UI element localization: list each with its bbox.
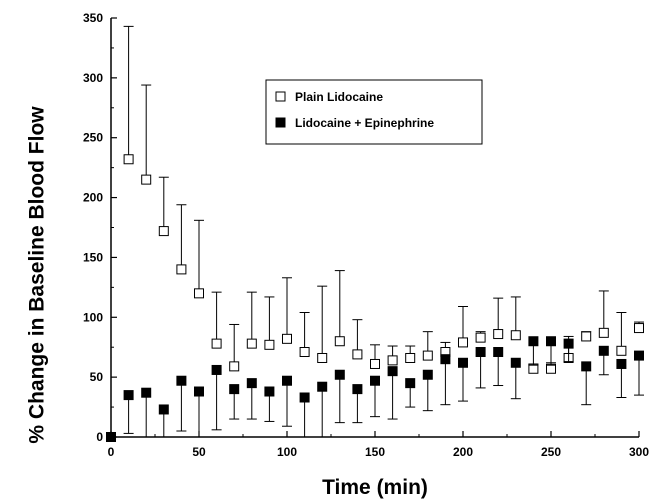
point-plain-lidocaine xyxy=(598,327,609,338)
legend-filled-square-icon xyxy=(275,117,286,128)
point-plain-lidocaine xyxy=(634,323,644,334)
x-tick-label: 50 xyxy=(192,445,206,459)
y-axis-title: % Change in Baseline Blood Flow xyxy=(26,106,49,444)
point-plain-lidocaine xyxy=(352,349,363,360)
point-plain-lidocaine xyxy=(581,331,592,342)
x-tick-label: 0 xyxy=(108,445,115,459)
point-lidocaine-epinephrine xyxy=(563,338,574,349)
x-tick-label: 100 xyxy=(277,445,297,459)
point-lidocaine-epinephrine xyxy=(194,386,204,397)
legend-open-square-icon xyxy=(275,91,286,102)
legend-label-lidocaine-epinephrine: Lidocaine + Epinephrine xyxy=(295,116,434,130)
point-lidocaine-epinephrine xyxy=(422,369,433,380)
point-lidocaine-epinephrine xyxy=(123,390,134,401)
y-tick-label: 50 xyxy=(90,370,104,384)
point-lidocaine-epinephrine xyxy=(299,392,310,403)
point-plain-lidocaine xyxy=(264,339,275,350)
point-lidocaine-epinephrine xyxy=(581,361,592,372)
x-axis-title: Time (min) xyxy=(322,476,428,499)
x-tick-label: 300 xyxy=(629,445,649,459)
point-lidocaine-epinephrine xyxy=(405,378,416,389)
point-lidocaine-epinephrine xyxy=(352,384,363,395)
point-lidocaine-epinephrine xyxy=(264,386,275,397)
point-plain-lidocaine xyxy=(387,355,398,366)
legend-box xyxy=(265,79,483,145)
y-tick-label: 350 xyxy=(83,11,103,25)
point-plain-lidocaine xyxy=(141,174,152,185)
point-plain-lidocaine xyxy=(510,330,521,341)
point-lidocaine-epinephrine xyxy=(282,375,292,386)
y-tick-label: 150 xyxy=(83,250,103,264)
x-tick-label: 250 xyxy=(541,445,561,459)
point-lidocaine-epinephrine xyxy=(475,347,486,358)
point-plain-lidocaine xyxy=(405,352,416,363)
point-plain-lidocaine xyxy=(370,358,380,369)
legend-label-plain-lidocaine: Plain Lidocaine xyxy=(295,90,383,104)
point-plain-lidocaine xyxy=(317,352,328,363)
point-plain-lidocaine xyxy=(422,350,433,361)
point-plain-lidocaine xyxy=(229,361,240,372)
point-plain-lidocaine xyxy=(194,288,204,299)
point-plain-lidocaine xyxy=(282,333,292,344)
point-plain-lidocaine xyxy=(475,332,486,343)
point-lidocaine-epinephrine xyxy=(510,357,521,368)
x-tick-label: 150 xyxy=(365,445,385,459)
y-tick-label: 100 xyxy=(83,310,103,324)
point-lidocaine-epinephrine xyxy=(370,375,380,386)
point-lidocaine-epinephrine xyxy=(598,345,609,356)
point-lidocaine-epinephrine xyxy=(458,357,468,368)
point-lidocaine-epinephrine xyxy=(317,381,328,392)
point-plain-lidocaine xyxy=(246,338,257,349)
point-plain-lidocaine xyxy=(176,264,187,275)
point-lidocaine-epinephrine xyxy=(211,364,222,375)
point-lidocaine-epinephrine xyxy=(141,387,152,398)
point-plain-lidocaine xyxy=(123,154,134,165)
point-lidocaine-epinephrine xyxy=(387,366,398,377)
x-tick-label: 200 xyxy=(453,445,473,459)
point-plain-lidocaine xyxy=(299,347,310,358)
point-plain-lidocaine xyxy=(616,345,627,356)
point-plain-lidocaine xyxy=(334,336,345,347)
y-tick-label: 250 xyxy=(83,131,103,145)
point-lidocaine-epinephrine xyxy=(158,404,169,415)
point-lidocaine-epinephrine xyxy=(493,347,504,358)
y-tick-label: 0 xyxy=(96,430,103,444)
y-tick-label: 300 xyxy=(83,71,103,85)
point-plain-lidocaine xyxy=(158,226,169,237)
legend: Plain Lidocaine Lidocaine + Epinephrine xyxy=(265,79,483,145)
point-plain-lidocaine xyxy=(211,338,222,349)
point-lidocaine-epinephrine xyxy=(246,378,257,389)
point-lidocaine-epinephrine xyxy=(634,350,644,361)
point-plain-lidocaine xyxy=(493,329,504,340)
point-lidocaine-epinephrine xyxy=(528,336,539,347)
point-plain-lidocaine xyxy=(458,337,468,348)
point-lidocaine-epinephrine xyxy=(334,369,345,380)
point-lidocaine-epinephrine xyxy=(106,432,116,442)
point-lidocaine-epinephrine xyxy=(440,354,451,365)
y-tick-label: 200 xyxy=(83,191,103,205)
point-lidocaine-epinephrine xyxy=(176,375,187,386)
point-lidocaine-epinephrine xyxy=(229,384,240,395)
point-lidocaine-epinephrine xyxy=(616,358,627,369)
point-lidocaine-epinephrine xyxy=(546,336,556,347)
